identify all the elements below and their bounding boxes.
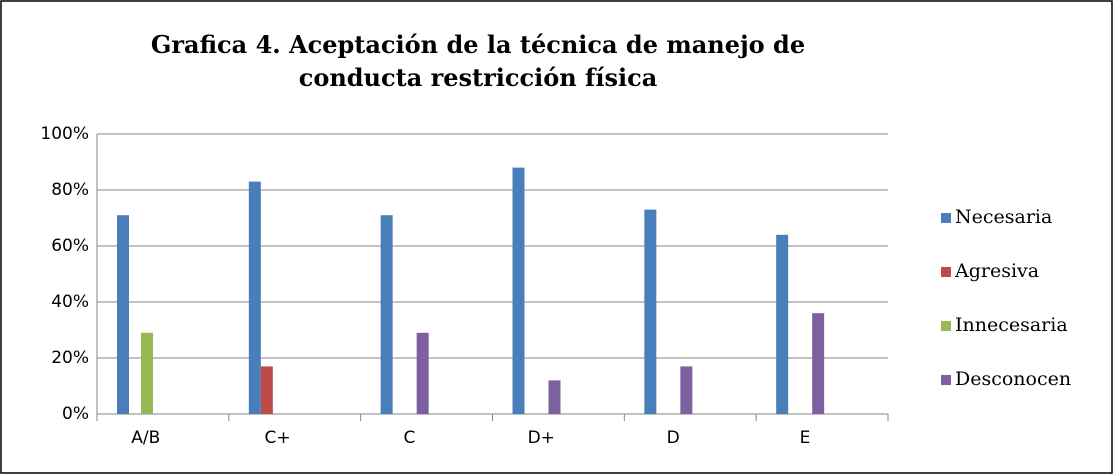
x-tick-label: C+ (265, 428, 291, 448)
y-tick-label: 80% (51, 180, 89, 200)
bar (141, 332, 153, 414)
legend-swatch (941, 267, 951, 277)
y-tick-label: 0% (62, 404, 89, 424)
chart-title: Grafica 4. Aceptación de la técnica de m… (150, 30, 806, 92)
legend-swatch (941, 321, 951, 331)
bar (644, 209, 657, 414)
x-tick-label: E (800, 428, 811, 448)
legend-label: Necesaria (955, 206, 1052, 228)
bar (776, 234, 789, 414)
x-tick-label: D+ (528, 428, 555, 448)
bar (812, 313, 825, 414)
y-tick-label: 20% (51, 348, 89, 368)
bar (380, 215, 393, 414)
bar (680, 366, 693, 414)
y-tick-label: 100% (40, 124, 89, 144)
y-tick-label: 40% (51, 292, 89, 312)
bar (512, 167, 525, 414)
x-tick-label: C (404, 428, 416, 448)
y-tick-label: 60% (51, 236, 89, 256)
legend-swatch (941, 375, 951, 385)
bar (117, 215, 129, 414)
legend-label: Agresiva (954, 260, 1039, 282)
legend-label: Desconocen (955, 368, 1071, 390)
bar (416, 332, 429, 414)
legend-label: Innecesaria (955, 314, 1068, 336)
x-tick-label: A/B (131, 428, 160, 448)
bar (248, 181, 261, 414)
bar (260, 366, 273, 414)
legend-swatch (941, 213, 951, 223)
x-tick-label: D (667, 428, 680, 448)
bar (548, 380, 561, 414)
